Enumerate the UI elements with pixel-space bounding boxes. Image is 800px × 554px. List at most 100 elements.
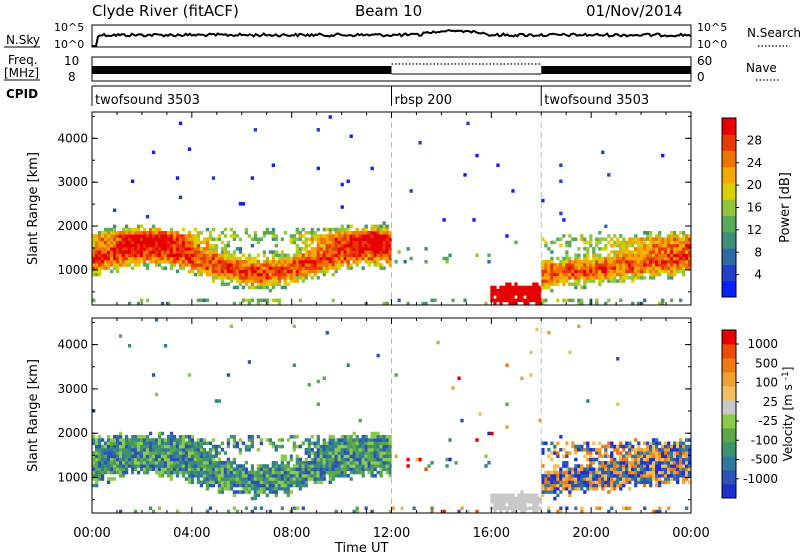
cpid-segment-label: twofsound 3503 — [544, 93, 649, 108]
heatmap-cell — [364, 435, 368, 439]
heatmap-cell — [121, 256, 126, 261]
heatmap-cell — [541, 451, 545, 455]
heatmap-cell — [340, 234, 344, 238]
heatmap-cell — [325, 243, 329, 248]
heatmap-cell — [214, 448, 219, 452]
heatmap-cell — [505, 285, 509, 290]
heatmap-cell — [97, 250, 102, 254]
heatmap-cell — [211, 480, 216, 485]
heatmap-cell — [298, 276, 302, 280]
heatmap-cell — [286, 256, 290, 261]
heatmap-cell — [95, 457, 99, 462]
heatmap-cell — [388, 509, 392, 514]
heatmap-cell — [202, 457, 207, 462]
heatmap-cell — [118, 474, 123, 478]
heatmap-cell — [673, 263, 677, 267]
heatmap-cell — [259, 285, 264, 290]
heatmap-cell — [232, 470, 237, 475]
heatmap-cell — [187, 269, 192, 274]
heatmap-cell — [187, 480, 192, 485]
heatmap-cell — [232, 493, 237, 498]
heatmap-cell — [646, 266, 650, 270]
heatmap-cell — [139, 467, 144, 472]
heatmap-cell — [160, 259, 165, 264]
heatmap-cell — [295, 243, 299, 248]
heatmap-cell — [154, 253, 159, 258]
heatmap-cell — [577, 324, 581, 329]
heatmap-cell — [226, 259, 231, 264]
heatmap-cell — [409, 189, 413, 193]
heatmap-cell — [580, 285, 584, 290]
heatmap-cell — [301, 470, 305, 475]
heatmap-cell — [205, 259, 210, 264]
heatmap-cell — [181, 263, 186, 267]
heatmap-cell — [166, 231, 171, 235]
heatmap-cell — [289, 259, 293, 264]
heatmap-cell — [157, 227, 162, 232]
heatmap-cell — [340, 237, 344, 241]
heatmap-cell — [193, 464, 198, 468]
heatmap-cell — [127, 441, 132, 446]
heatmap-cell — [388, 444, 392, 449]
heatmap-cell — [202, 467, 207, 472]
heatmap-cell — [187, 461, 192, 465]
heatmap-cell — [586, 399, 590, 403]
heatmap-cell — [625, 240, 629, 245]
heatmap-cell — [103, 250, 108, 254]
heatmap-cell — [646, 454, 650, 459]
heatmap-cell — [379, 467, 383, 472]
heatmap-cell — [148, 441, 153, 446]
heatmap-cell — [271, 250, 275, 254]
heatmap-cell — [178, 253, 183, 258]
heatmap-cell — [208, 237, 213, 241]
heatmap-cell — [172, 237, 177, 241]
heatmap-cell — [511, 503, 515, 507]
heatmap-cell — [619, 259, 623, 264]
heatmap-cell — [607, 480, 611, 485]
heatmap-cell — [208, 243, 213, 248]
heatmap-cell — [373, 227, 377, 232]
heatmap-cell — [646, 269, 650, 274]
heatmap-cell — [247, 487, 252, 491]
heatmap-cell — [343, 234, 347, 238]
heatmap-cell — [664, 454, 668, 459]
heatmap-cell — [319, 259, 323, 264]
heatmap-cell — [256, 490, 261, 494]
heatmap-cell — [295, 256, 299, 261]
heatmap-cell — [547, 474, 551, 478]
heatmap-cell — [124, 234, 129, 238]
heatmap-cell — [298, 444, 302, 449]
heatmap-cell — [160, 240, 165, 245]
heatmap-cell — [544, 266, 548, 270]
heatmap-cell — [205, 461, 210, 465]
heatmap-cell — [370, 243, 374, 248]
heatmap-cell — [304, 266, 308, 270]
heatmap-cell — [208, 480, 213, 485]
heatmap-cell — [682, 464, 686, 468]
heatmap-cell — [652, 237, 656, 241]
heatmap-cell — [175, 231, 180, 235]
heatmap-cell — [217, 269, 222, 274]
heatmap-cell — [565, 464, 569, 468]
heatmap-cell — [676, 477, 680, 481]
heatmap-cell — [565, 470, 569, 475]
heatmap-cell — [679, 247, 683, 251]
heatmap-cell — [676, 256, 680, 261]
heatmap-cell — [625, 263, 629, 267]
heatmap-cell — [388, 461, 392, 465]
heatmap-cell — [679, 457, 683, 462]
heatmap-cell — [577, 444, 581, 449]
heatmap-cell — [535, 282, 539, 286]
heatmap-cell — [247, 269, 252, 274]
heatmap-cell — [337, 250, 341, 254]
heatmap-cell — [685, 438, 689, 442]
heatmap-cell — [295, 480, 299, 485]
heatmap-cell — [175, 467, 180, 472]
heatmap-cell — [583, 279, 587, 283]
heatmap-cell — [583, 256, 587, 261]
heatmap-cell — [340, 182, 344, 187]
heatmap-cell — [631, 243, 635, 248]
heatmap-cell — [526, 285, 530, 290]
heatmap-cell — [382, 256, 386, 261]
